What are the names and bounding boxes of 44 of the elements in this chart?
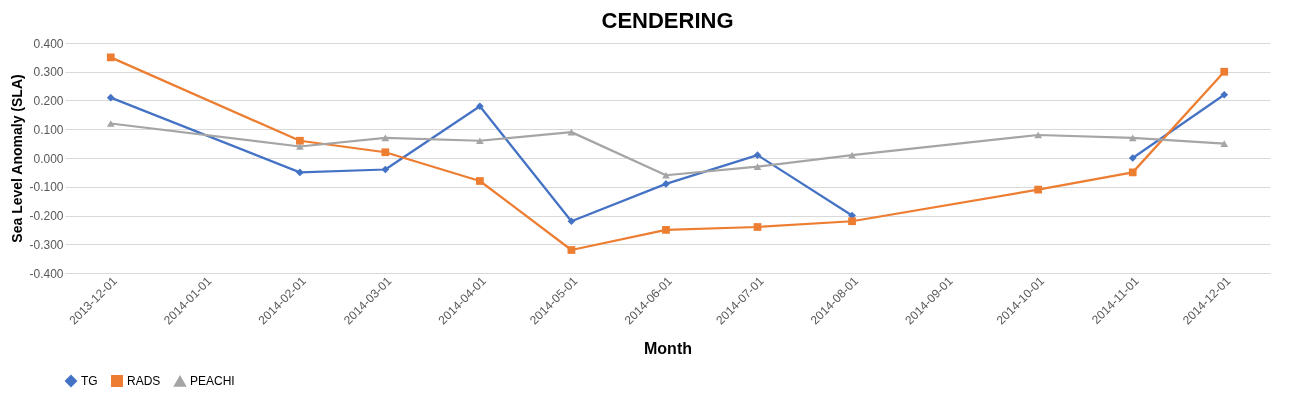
y-tick-label: -0.300 [29,237,64,252]
y-tick-label: 0.400 [33,36,64,51]
point [381,134,390,142]
y-tick-label: 0.000 [33,151,64,166]
y-tick-label: 0.200 [33,94,64,108]
point [753,163,762,170]
point [567,217,576,226]
point [848,217,856,226]
point [1220,67,1229,76]
point [662,226,670,234]
point [296,168,304,177]
y-tick-label: 0.300 [33,65,64,80]
point [106,120,115,127]
point [476,102,484,111]
point [753,223,762,231]
point [567,246,576,254]
point [106,93,115,102]
point [753,151,762,159]
point [1128,154,1137,162]
y-tick-label: -0.400 [29,266,64,281]
point [381,165,390,174]
y-tick-label: -0.200 [29,209,64,223]
point [1220,90,1229,99]
point [476,137,484,145]
point [1128,134,1137,142]
point [296,136,304,145]
point [662,180,670,188]
point [1128,168,1137,177]
x-axis-title: Month [644,339,692,357]
point [296,143,304,150]
chart-title: CENDERING [601,8,734,33]
y-tick-label: -0.100 [29,180,64,195]
point [381,148,390,157]
y-tick-label: 0.100 [33,122,64,137]
point [106,53,115,62]
legend-label: PEACHI [190,374,235,389]
point [1034,185,1043,194]
legend-label: RADS [127,374,161,388]
point [1220,140,1229,147]
y-axis-title: Sea Level Anomaly (SLA) [9,74,26,243]
point [476,177,484,185]
point [662,171,670,179]
legend-label: TG [81,374,98,388]
point [1034,131,1043,139]
